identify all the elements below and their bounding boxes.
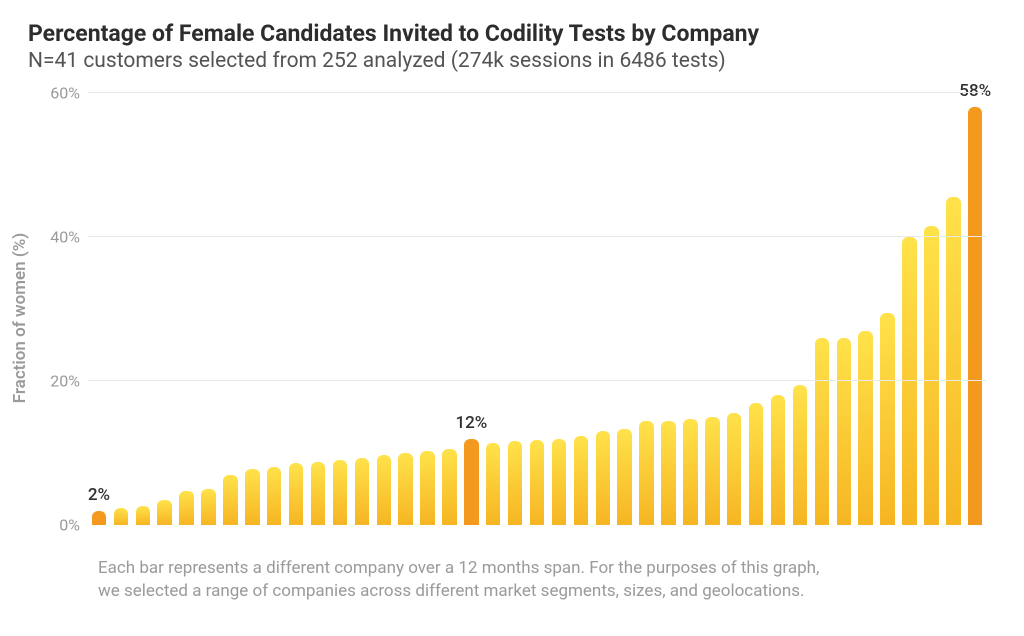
bar-slot: 12% <box>460 93 482 525</box>
bar <box>837 338 851 525</box>
bar <box>179 491 193 525</box>
bar-slot <box>745 93 767 525</box>
bar-slot <box>548 93 570 525</box>
bar-slot <box>439 93 461 525</box>
bar-slot <box>154 93 176 525</box>
bar-slot <box>285 93 307 525</box>
chart-area: Fraction of women (%) 2%12%58% 0%20%40%6… <box>28 83 996 553</box>
bar-slot <box>526 93 548 525</box>
bar <box>617 429 631 525</box>
bar-slot <box>811 93 833 525</box>
bar-slot <box>570 93 592 525</box>
bar-slot <box>307 93 329 525</box>
plot-region: 2%12%58% 0%20%40%60% <box>88 93 986 525</box>
bar-slot <box>679 93 701 525</box>
bar-slot <box>482 93 504 525</box>
caption-line-2: we selected a range of companies across … <box>98 581 804 601</box>
bar <box>661 421 675 525</box>
bar <box>267 467 281 525</box>
chart-subtitle: N=41 customers selected from 252 analyze… <box>28 49 996 73</box>
bar <box>114 508 128 525</box>
bar <box>552 439 566 525</box>
bar-slot <box>132 93 154 525</box>
bar <box>157 500 171 525</box>
y-tick-label: 0% <box>59 516 88 535</box>
bar <box>245 469 259 525</box>
bar-slot <box>417 93 439 525</box>
bar <box>596 431 610 525</box>
bar <box>771 395 785 525</box>
bar-slot <box>395 93 417 525</box>
bar-slot <box>351 93 373 525</box>
bar-slot <box>942 93 964 525</box>
y-axis-label: Fraction of women (%) <box>10 233 30 404</box>
grid-line <box>88 92 986 93</box>
bar <box>530 440 544 525</box>
bar-slot <box>920 93 942 525</box>
bar <box>574 436 588 525</box>
bar-slot <box>701 93 723 525</box>
bar <box>705 417 719 525</box>
bar <box>201 489 215 525</box>
bar-highlight <box>968 107 982 525</box>
bar-slot <box>614 93 636 525</box>
bar <box>924 226 938 525</box>
bar <box>333 460 347 525</box>
y-tick-label: 20% <box>50 372 88 391</box>
grid-line <box>88 236 986 237</box>
bar-slot <box>723 93 745 525</box>
bar-slot <box>263 93 285 525</box>
bar-highlight <box>92 511 106 525</box>
bar <box>136 506 150 525</box>
bar <box>880 313 894 525</box>
bar <box>946 197 960 525</box>
bar-slot <box>176 93 198 525</box>
chart-title: Percentage of Female Candidates Invited … <box>28 20 996 47</box>
bar <box>639 421 653 525</box>
bar-slot <box>219 93 241 525</box>
bar-slot <box>592 93 614 525</box>
bar <box>858 331 872 525</box>
bar-highlight <box>464 439 478 525</box>
bar-slot <box>789 93 811 525</box>
bar <box>486 443 500 525</box>
bar-slot <box>833 93 855 525</box>
bars-group: 2% 12% 58% <box>88 93 986 525</box>
bar <box>420 451 434 525</box>
bar <box>398 453 412 525</box>
bar <box>289 463 303 525</box>
bar-value-label: 2% <box>88 485 110 505</box>
bar <box>355 458 369 525</box>
chart-container: Percentage of Female Candidates Invited … <box>0 0 1024 615</box>
bar <box>727 413 741 525</box>
bar-slot <box>241 93 263 525</box>
bar <box>683 419 697 525</box>
bar <box>442 449 456 525</box>
bar-slot <box>877 93 899 525</box>
y-tick-label: 40% <box>50 228 88 247</box>
bar-slot <box>658 93 680 525</box>
bar-slot <box>855 93 877 525</box>
bar-slot: 2% <box>88 93 110 525</box>
bar-slot <box>504 93 526 525</box>
bar-slot <box>767 93 789 525</box>
grid-line <box>88 380 986 381</box>
bar-slot: 58% <box>964 93 986 525</box>
bar-slot <box>110 93 132 525</box>
bar-slot <box>198 93 220 525</box>
bar-slot <box>373 93 395 525</box>
bar-slot <box>636 93 658 525</box>
bar <box>508 441 522 525</box>
bar-slot <box>329 93 351 525</box>
bar <box>311 462 325 525</box>
bar <box>815 338 829 525</box>
bar <box>377 455 391 525</box>
bar <box>749 403 763 525</box>
caption-line-1: Each bar represents a different company … <box>98 558 819 578</box>
bar <box>793 385 807 525</box>
bar-slot <box>899 93 921 525</box>
bar <box>223 475 237 525</box>
chart-caption: Each bar represents a different company … <box>98 557 996 603</box>
y-tick-label: 60% <box>50 84 88 103</box>
